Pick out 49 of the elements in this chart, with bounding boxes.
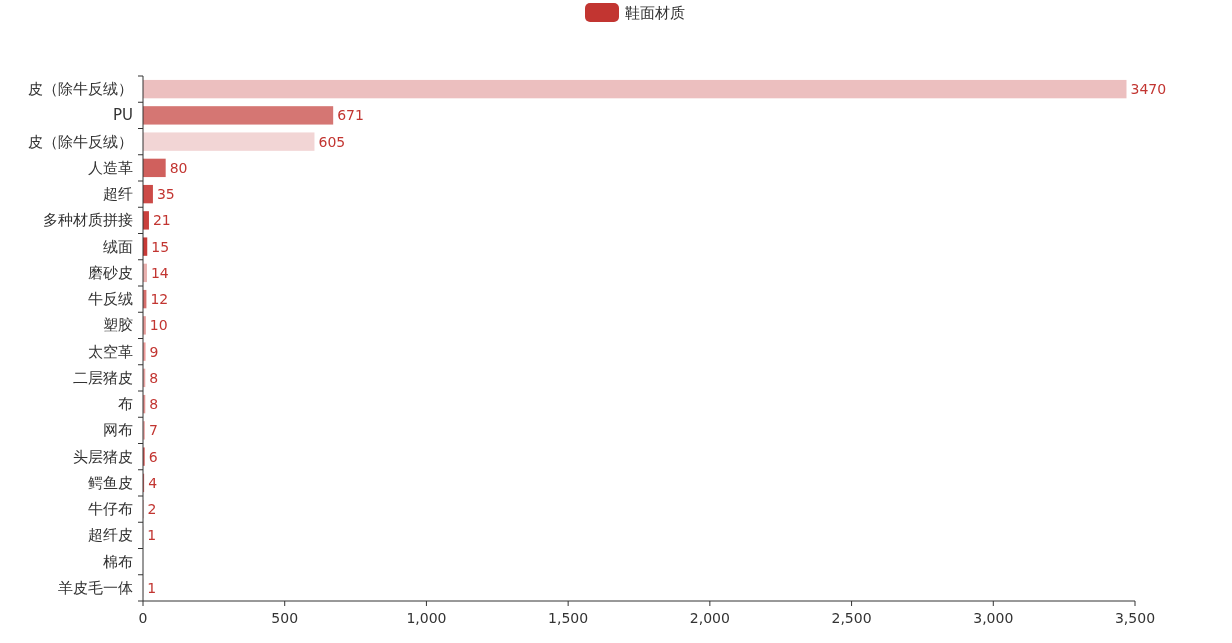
data-label: 10: [149, 317, 168, 334]
x-tick-label: 2,500: [831, 610, 872, 626]
data-label: 21: [152, 212, 171, 229]
y-tick-label: 超纤: [103, 185, 133, 204]
y-tick-label: 布: [118, 395, 133, 414]
y-tick-label: 绒面: [103, 237, 133, 256]
x-tick-label: 500: [271, 610, 299, 626]
y-tick-label: 塑胶: [103, 316, 133, 335]
y-tick-label: 皮（除牛反绒）: [28, 132, 133, 151]
x-tick-label: 1,500: [548, 610, 589, 626]
y-tick-label: PU: [112, 106, 133, 125]
y-tick-label: 太空革: [88, 342, 133, 361]
y-tick-label: 网布: [103, 421, 133, 440]
data-label: 1: [147, 579, 157, 596]
y-tick-label: 超纤皮: [88, 526, 133, 545]
x-tick-label: 0: [138, 610, 148, 626]
y-tick-label: 棉布: [103, 552, 133, 571]
x-tick-label: 3,000: [973, 610, 1014, 626]
y-tick-label: 人造革: [88, 158, 133, 177]
data-label: 80: [169, 159, 188, 176]
data-label: 671: [337, 107, 364, 124]
data-label: 3470: [1130, 81, 1167, 98]
data-label: 605: [318, 133, 346, 150]
data-label: 35: [156, 186, 175, 203]
x-tick-label: 3,500: [1114, 610, 1156, 626]
data-label: 7: [148, 422, 158, 439]
y-tick-label: 羊皮毛一体: [58, 578, 133, 597]
x-tick-label: 2,000: [689, 610, 730, 626]
y-tick-label: 磨砂皮: [88, 263, 133, 282]
y-tick-label: 多种材质拼接: [43, 211, 133, 230]
y-tick-label: 牛反绒: [88, 290, 133, 309]
data-label: 6: [148, 448, 158, 465]
data-label: 8: [149, 396, 159, 413]
data-label: 1: [147, 527, 157, 544]
data-label: 4: [148, 474, 158, 491]
y-tick-label: 牛仔布: [88, 500, 133, 519]
y-tick-label: 鳄鱼皮: [88, 473, 133, 492]
data-label: 9: [149, 343, 159, 360]
data-label: 8: [149, 369, 159, 386]
y-tick-label: 头层猪皮: [73, 447, 133, 466]
y-tick-label: 二层猪皮: [73, 368, 133, 387]
data-label: 14: [150, 264, 169, 281]
x-tick-label: 1,000: [406, 610, 447, 626]
data-label: 2: [147, 501, 157, 518]
legend: 鞋面材质: [585, 3, 685, 22]
y-tick-label: 皮（除牛反绒）: [28, 80, 133, 99]
data-label: 15: [151, 238, 170, 255]
legend-label: 鞋面材质: [625, 4, 685, 22]
data-label: 12: [150, 291, 169, 308]
